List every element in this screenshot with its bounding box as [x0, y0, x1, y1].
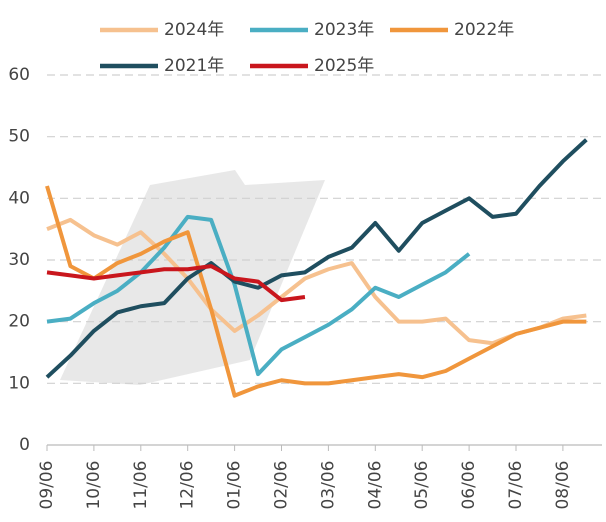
legend-label: 2023年 [314, 20, 374, 40]
y-tick-label: 40 [8, 188, 30, 208]
x-tick-label: 09/06 [37, 461, 57, 510]
series-line [45, 138, 588, 379]
x-tick-label: 12/06 [178, 461, 198, 510]
x-tick-label: 11/06 [131, 461, 151, 510]
y-tick-label: 60 [8, 65, 30, 85]
x-tick-label: 06/06 [459, 460, 479, 509]
y-tick-label: 10 [8, 373, 30, 393]
y-tick-label: 30 [8, 250, 30, 270]
legend-label: 2024年 [164, 20, 224, 40]
legend-label: 2022年 [454, 20, 514, 40]
x-tick-label: 03/06 [318, 461, 338, 510]
x-tick-label: 08/06 [553, 461, 573, 510]
x-tick-label: 05/06 [412, 461, 432, 510]
series-line [46, 217, 587, 346]
legend-label: 2021年 [164, 56, 224, 76]
x-tick-label: 10/06 [84, 461, 104, 510]
x-tick-label: 02/06 [272, 461, 292, 510]
x-tick-label: 01/06 [225, 461, 245, 510]
y-tick-label: 50 [8, 127, 30, 147]
x-tick-label: 07/06 [506, 461, 526, 510]
legend-label: 2025年 [314, 56, 374, 76]
series-line [45, 185, 587, 398]
series-line [46, 264, 306, 303]
series-line [46, 214, 471, 377]
y-tick-label: 0 [19, 435, 30, 455]
y-tick-label: 20 [8, 312, 30, 332]
x-tick-label: 04/06 [365, 461, 385, 510]
